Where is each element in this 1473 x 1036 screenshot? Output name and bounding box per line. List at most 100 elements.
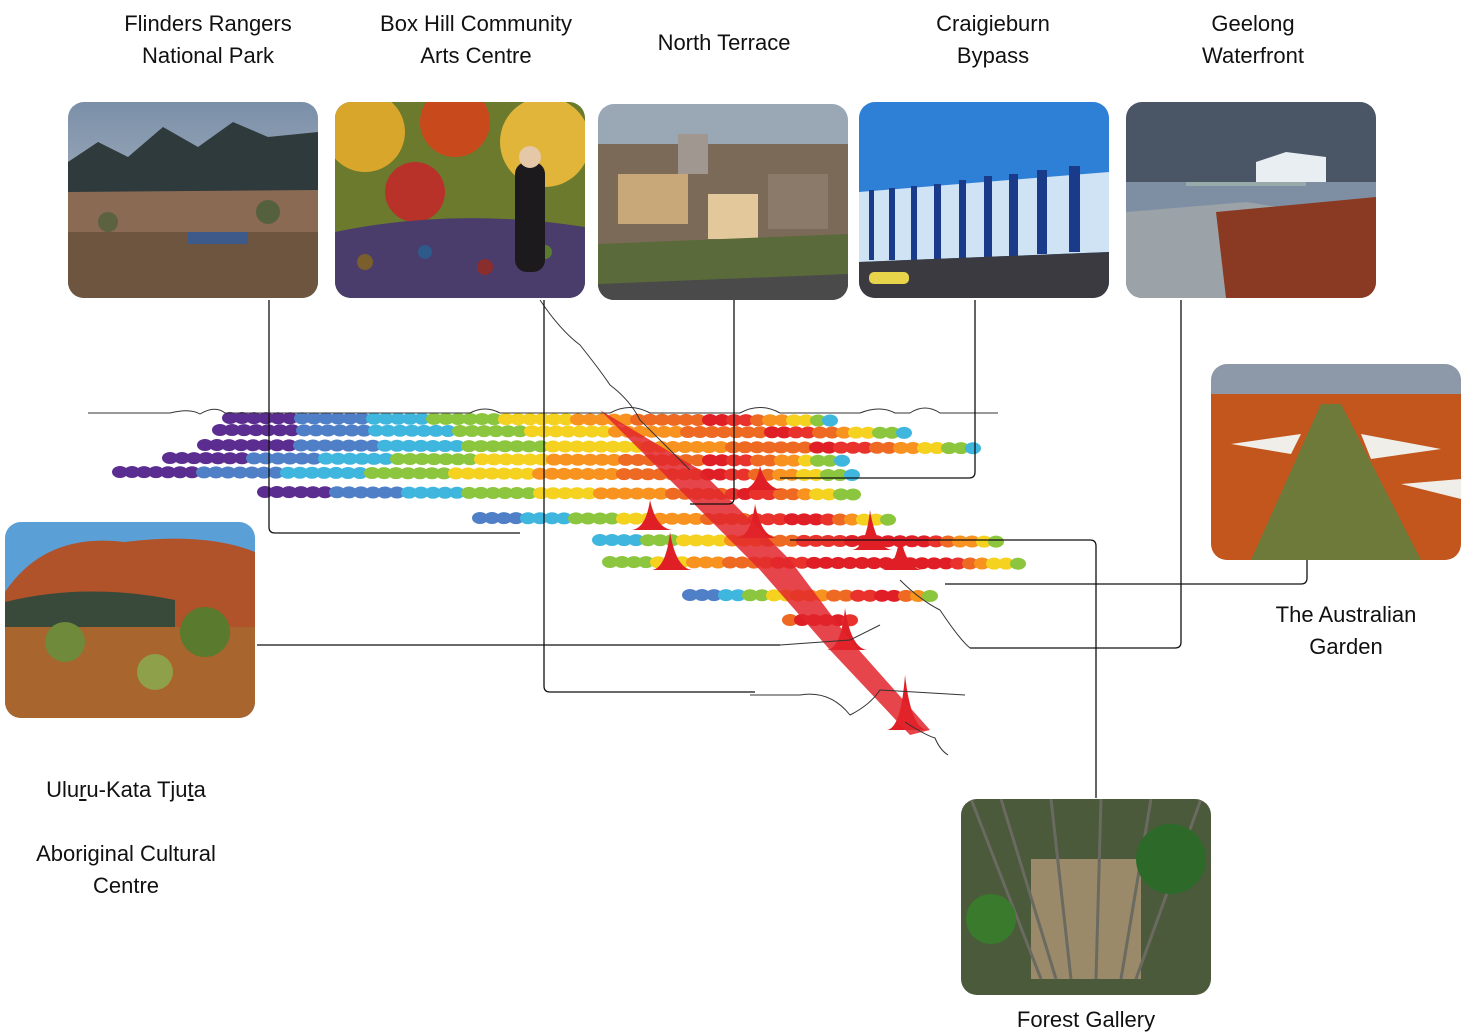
band-cell [306,452,322,465]
band-cell [678,413,694,426]
band-cell [245,439,261,452]
band-cell [232,466,248,479]
band-cell [414,453,430,466]
band-cell [665,440,681,453]
photo-forest-gallery [961,799,1211,995]
band-cell [522,453,538,466]
band-cell [533,440,549,453]
band-cell [604,512,620,525]
band-cell [389,439,405,452]
band-cell [521,487,537,500]
band-cell [874,589,890,602]
band-cell [208,466,224,479]
band-cell [628,512,644,525]
band-cell [472,512,488,524]
band-cell [474,413,490,426]
band-cell [294,412,310,425]
band-cell [452,425,468,437]
band-cell [281,486,297,499]
band-cell [872,426,888,439]
band-cell [676,512,692,525]
band-cell [690,413,706,426]
band-cell [438,453,454,466]
band-cell [842,557,858,569]
band-cell [880,513,896,526]
band-cell [676,534,692,547]
band-cell [596,425,612,438]
band-cell [449,440,465,453]
band-cell [172,466,188,479]
band-cell [580,512,596,525]
band-cell [782,614,798,626]
band-cell [844,535,860,548]
red-peak [632,500,672,530]
band-cell [472,467,488,480]
band-cell [818,556,834,569]
band-cell [390,412,406,425]
band-cell [342,452,358,465]
band-cell [941,442,957,455]
band-cell [700,534,716,547]
band-cell [414,412,430,425]
band-cell [752,426,768,439]
band-cell [534,453,550,466]
band-cell [582,413,598,426]
photo-uluru [5,522,255,718]
label-craigieburn: Craigieburn Bypass [936,11,1050,68]
band-cell [365,439,381,452]
band-cell [749,441,765,454]
band-cell [341,486,357,499]
band-cell [160,466,176,479]
band-cell [689,441,705,454]
band-cell [392,424,408,437]
band-cell [248,424,264,437]
band-cell [496,512,512,525]
band-cell [332,424,348,437]
band-cell [773,488,789,501]
band-cell [822,454,838,467]
band-cell [974,557,990,570]
band-cell [641,487,657,500]
band-cell [896,426,912,439]
band-cell [738,454,754,467]
band-cell [584,425,600,438]
band-cell [604,468,620,481]
band-cell [533,487,549,500]
band-cell [713,441,729,454]
band-cell [734,556,750,569]
band-cell [534,413,550,426]
band-cell [209,439,225,452]
band-cell [546,413,562,426]
band-cell [524,425,540,438]
band-cell [772,534,788,547]
band-cell [724,468,740,481]
band-cell [776,426,792,439]
band-cell [353,486,369,499]
band-cell [844,469,860,482]
label-flinders-ranges: Flinders Rangers National Park [124,11,292,68]
band-cell [296,424,312,437]
band-cell [668,425,684,438]
band-cell [317,486,333,499]
band-cell [916,535,932,548]
band-cell [614,556,630,569]
connector-line [780,300,976,479]
band-cell [640,534,656,547]
band-cell [640,468,656,481]
band-cell [509,487,525,500]
band-cell [473,440,489,453]
band-cell [629,487,645,500]
band-cell [436,467,452,480]
band-cell [270,412,286,425]
band-cell [905,441,921,454]
band-cell [594,413,610,426]
band-cell [224,424,240,437]
band-cell [833,441,849,454]
band-cell [282,452,298,465]
label-box-hill: Box Hill Community Arts Centre [380,11,572,68]
band-cell [450,412,466,425]
band-cell [488,425,504,438]
red-peak [852,510,892,550]
band-cell [698,556,714,569]
band-cell [638,556,654,569]
